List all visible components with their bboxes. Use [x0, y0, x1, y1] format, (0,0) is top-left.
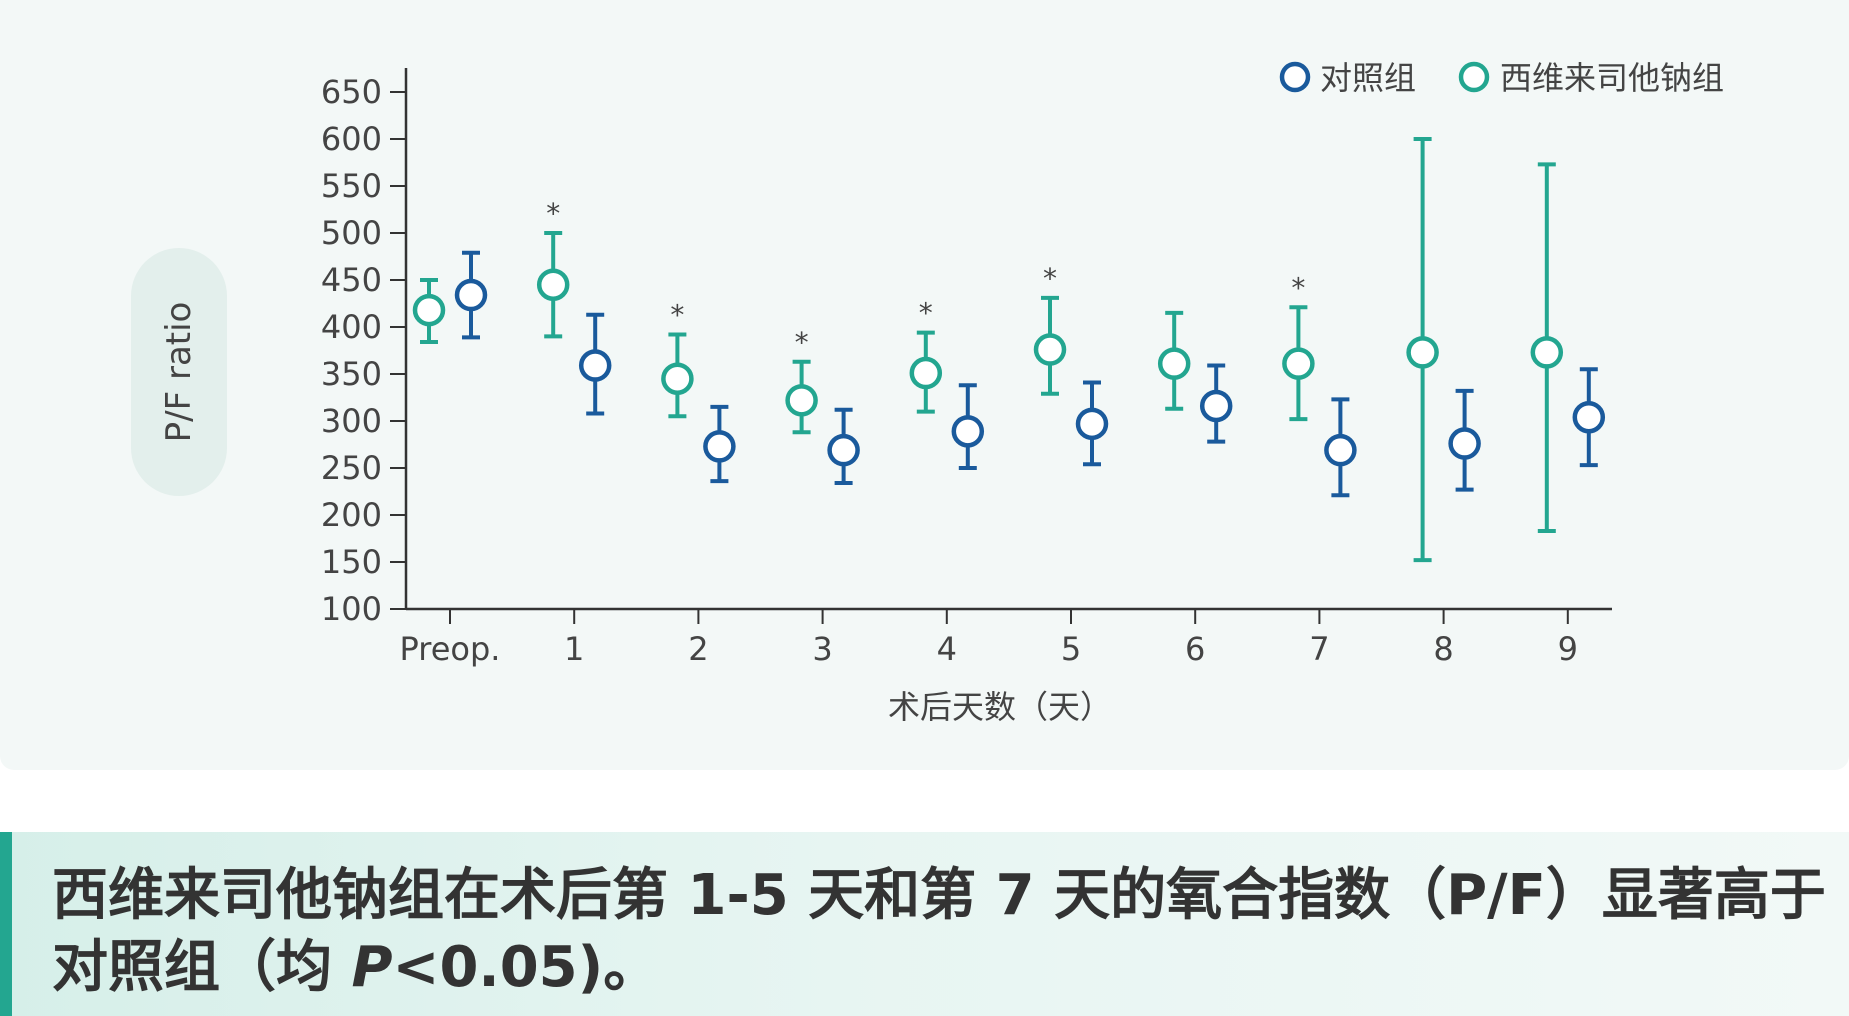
legend-treatment-label: 西维来司他钠组	[1500, 59, 1724, 97]
y-tick-label: 400	[321, 308, 382, 346]
y-tick-label: 600	[321, 120, 382, 158]
x-tick-label: 3	[812, 630, 832, 668]
y-tick-label: 300	[321, 402, 382, 440]
y-tick-label: 250	[321, 449, 382, 487]
significance-marker: *	[1043, 262, 1057, 295]
control-point	[951, 415, 985, 448]
y-tick-label: 200	[321, 496, 382, 534]
control-point	[703, 430, 736, 463]
y-tick-label: 100	[321, 590, 382, 628]
treatment-point	[412, 293, 446, 327]
caption-accent-bar	[0, 832, 12, 1016]
y-tick-label: 350	[321, 355, 382, 393]
x-tick-label: 1	[564, 630, 584, 668]
control-point	[1075, 407, 1109, 441]
y-tick-label: 450	[321, 261, 382, 299]
y-axis-title: P/F ratio	[159, 302, 199, 443]
y-tick-label: 150	[321, 543, 382, 581]
significance-marker: *	[795, 326, 809, 359]
treatment-point	[661, 362, 694, 395]
x-tick-label: 2	[688, 630, 708, 668]
control-point	[1572, 400, 1606, 434]
x-tick-label: 5	[1061, 630, 1081, 668]
chart-panel: 100 150 200 250 300 350 400 450 500 550 600 650 Preo…	[0, 0, 1849, 770]
legend-control-marker	[1279, 61, 1311, 93]
y-tick-label: 550	[321, 167, 382, 205]
control-point	[1448, 427, 1481, 460]
treatment-point	[1406, 336, 1439, 369]
treatment-point	[1033, 333, 1067, 366]
y-tick-label: 650	[321, 73, 382, 111]
significance-marker: *	[1291, 271, 1305, 304]
x-tick-label: 8	[1433, 630, 1453, 668]
control-point	[1324, 433, 1357, 467]
significance-marker: *	[670, 299, 684, 332]
chart: 100 150 200 250 300 350 400 450 500 550 600 650 Preo…	[131, 59, 1724, 726]
x-tick-label: 9	[1558, 630, 1578, 668]
legend-control-label: 对照组	[1320, 59, 1416, 97]
caption: 西维来司他钠组在术后第 1-5 天和第 7 天的氧合指数（P/F）显著高于 对照…	[52, 860, 1842, 1004]
y-axis-title-background	[131, 248, 227, 496]
caption-line-2-suffix: <0.05)。	[392, 935, 660, 1000]
x-tick-label: 6	[1185, 630, 1205, 668]
x-tick-label: 4	[937, 630, 957, 668]
control-point	[1199, 389, 1233, 423]
x-tick-label: 7	[1309, 630, 1329, 668]
caption-line-1: 西维来司他钠组在术后第 1-5 天和第 7 天的氧合指数（P/F）显著高于	[52, 863, 1826, 928]
control-point	[454, 278, 488, 312]
control-point	[827, 433, 860, 467]
caption-line-2-prefix: 对照组（均	[52, 935, 352, 1000]
control-point	[578, 349, 612, 382]
treatment-point	[536, 268, 570, 301]
treatment-point	[1530, 336, 1564, 369]
caption-panel: 西维来司他钠组在术后第 1-5 天和第 7 天的氧合指数（P/F）显著高于 对照…	[0, 832, 1849, 1016]
x-axis-title: 术后天数（天）	[888, 688, 1112, 726]
y-tick-label: 500	[321, 214, 382, 252]
treatment-point	[1157, 347, 1191, 380]
treatment-point	[785, 384, 818, 417]
legend-treatment-marker	[1458, 61, 1490, 93]
caption-p-symbol: P	[351, 935, 393, 1000]
significance-marker: *	[919, 297, 933, 330]
treatment-point	[1282, 347, 1315, 380]
significance-marker: *	[546, 197, 560, 230]
treatment-point	[909, 356, 943, 390]
x-tick-label: Preop.	[400, 630, 501, 668]
